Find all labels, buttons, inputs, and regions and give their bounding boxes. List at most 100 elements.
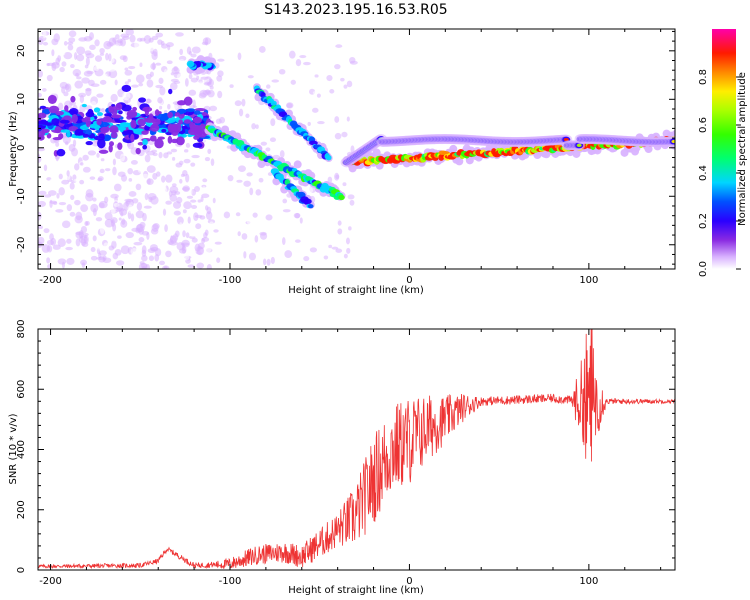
spectrogram-blob (154, 253, 160, 262)
spectrogram-blob (119, 68, 124, 73)
spectrogram-blob (75, 211, 83, 221)
spectrogram-blob (243, 180, 251, 187)
spectrogram-blob (194, 185, 200, 192)
spectrogram-blob (331, 100, 335, 107)
spectrogram-blob (50, 237, 57, 246)
spectrogram-blob (191, 46, 201, 54)
spectrogram-blob (246, 159, 255, 163)
spectrogram-blob (286, 147, 293, 153)
spectrogram-blob (157, 97, 163, 104)
spectrogram-blob (108, 105, 114, 113)
spectrogram-blob (260, 141, 268, 146)
spectrogram-blob (49, 200, 58, 204)
spectrogram-blob (122, 55, 128, 63)
spectrogram-blob (98, 133, 105, 139)
spectrogram-blob (217, 90, 223, 99)
spectrogram-blob (210, 158, 215, 166)
spectrogram-blob (86, 70, 94, 75)
spectrogram-blob (169, 213, 173, 218)
spectrogram-blob (93, 191, 97, 199)
spectrogram-blob (116, 260, 125, 266)
spectrogram-blob (169, 185, 179, 194)
spectrogram-blob (124, 70, 133, 76)
spectrogram-blob (146, 150, 156, 156)
spectrogram-blob (131, 227, 140, 232)
spectrogram-blob (89, 32, 94, 40)
spectrogram-blob (85, 88, 92, 92)
spectrogram-blob (329, 89, 335, 94)
spectrogram-blob (284, 250, 293, 259)
colorbar-label: Normalized spectral amplitude (737, 72, 748, 226)
spectrogram-blob (94, 55, 103, 62)
spectrogram-blob (176, 73, 184, 81)
y-tick-label: 0 (16, 145, 27, 151)
spectrogram-blob (331, 246, 339, 250)
spectrogram-blob (190, 77, 199, 83)
spectrogram-blob (237, 231, 241, 237)
spectrogram-blob (90, 203, 99, 213)
spectrogram-blob (183, 158, 191, 164)
spectrogram-blob (68, 144, 76, 152)
spectrogram-blob (297, 256, 302, 263)
spectrogram-blob (256, 109, 262, 117)
x-tick-label: 0 (406, 576, 412, 587)
y-tick-label: 400 (16, 440, 27, 459)
spectrogram-blob (206, 264, 212, 269)
spectrogram-blob (76, 76, 82, 80)
spectrogram-blob (89, 123, 98, 129)
spectrogram-blob (84, 64, 89, 69)
x-tick-label: 0 (406, 275, 412, 286)
spectrogram-blob (335, 44, 343, 48)
spectrogram-blob (337, 220, 342, 226)
spectrogram-blob (141, 249, 147, 257)
spectrogram-blob (78, 37, 88, 42)
spectrogram-blob (108, 141, 115, 147)
spectrogram-blob (56, 51, 66, 56)
spectrogram-blob (121, 218, 126, 225)
spectrogram-blob (131, 84, 139, 88)
spectrogram-blob (124, 129, 135, 135)
spectrogram-blob (56, 148, 66, 157)
spectrogram-blob (104, 73, 108, 82)
spectrogram-blob (135, 74, 145, 84)
spectrogram-blob (96, 152, 100, 158)
spectrogram-blob (50, 89, 58, 95)
spectrogram-blob (265, 214, 273, 221)
colorbar-gradient (712, 29, 736, 269)
spectrogram-blob (39, 105, 47, 109)
spectrogram-blob (46, 74, 53, 82)
spectrogram-blob (223, 211, 231, 219)
spectrogram-blob (128, 178, 133, 182)
spectrogram-blob (99, 79, 107, 85)
spectrogram-blob (104, 212, 113, 221)
spectrogram-blob (306, 187, 314, 194)
spectrogram-blob (191, 204, 198, 209)
spectrogram-blob (209, 221, 215, 228)
spectrogram-blob (130, 213, 135, 222)
colorbar-ticks: 0.0 0.2 0.4 0.6 0.8 (698, 69, 741, 277)
spectrogram-blob (192, 99, 196, 108)
spectrogram-blob (303, 198, 312, 205)
spectrogram-blob (109, 125, 119, 134)
spectrogram-blob (70, 64, 75, 69)
spectrogram-blob (246, 172, 253, 177)
spectrogram-blob (316, 93, 321, 98)
spectrogram-blob (270, 256, 275, 265)
snr-panel: -200 -100 0 100 0 200 400 600 800 Height of stra… (8, 319, 676, 596)
spectrogram-blob (52, 244, 61, 250)
spectrogram-blob (270, 100, 277, 106)
spectrogram-blob (70, 95, 76, 103)
y-tick-label: 800 (16, 319, 27, 338)
spectrogram-blob (193, 125, 201, 134)
spectrogram-blob (266, 84, 271, 89)
spectrogram-blob (200, 196, 204, 202)
spectrogram-blob (57, 258, 67, 265)
spectrogram-blob (265, 147, 271, 152)
spectrogram-blob (163, 152, 169, 159)
spectrogram-blob (120, 153, 126, 162)
spectrogram-blob (182, 185, 190, 192)
spectrogram-blob (85, 220, 90, 226)
spectrogram-blob (92, 235, 97, 242)
spectrogram-blob (243, 251, 247, 259)
spectrogram-blob (124, 81, 129, 86)
